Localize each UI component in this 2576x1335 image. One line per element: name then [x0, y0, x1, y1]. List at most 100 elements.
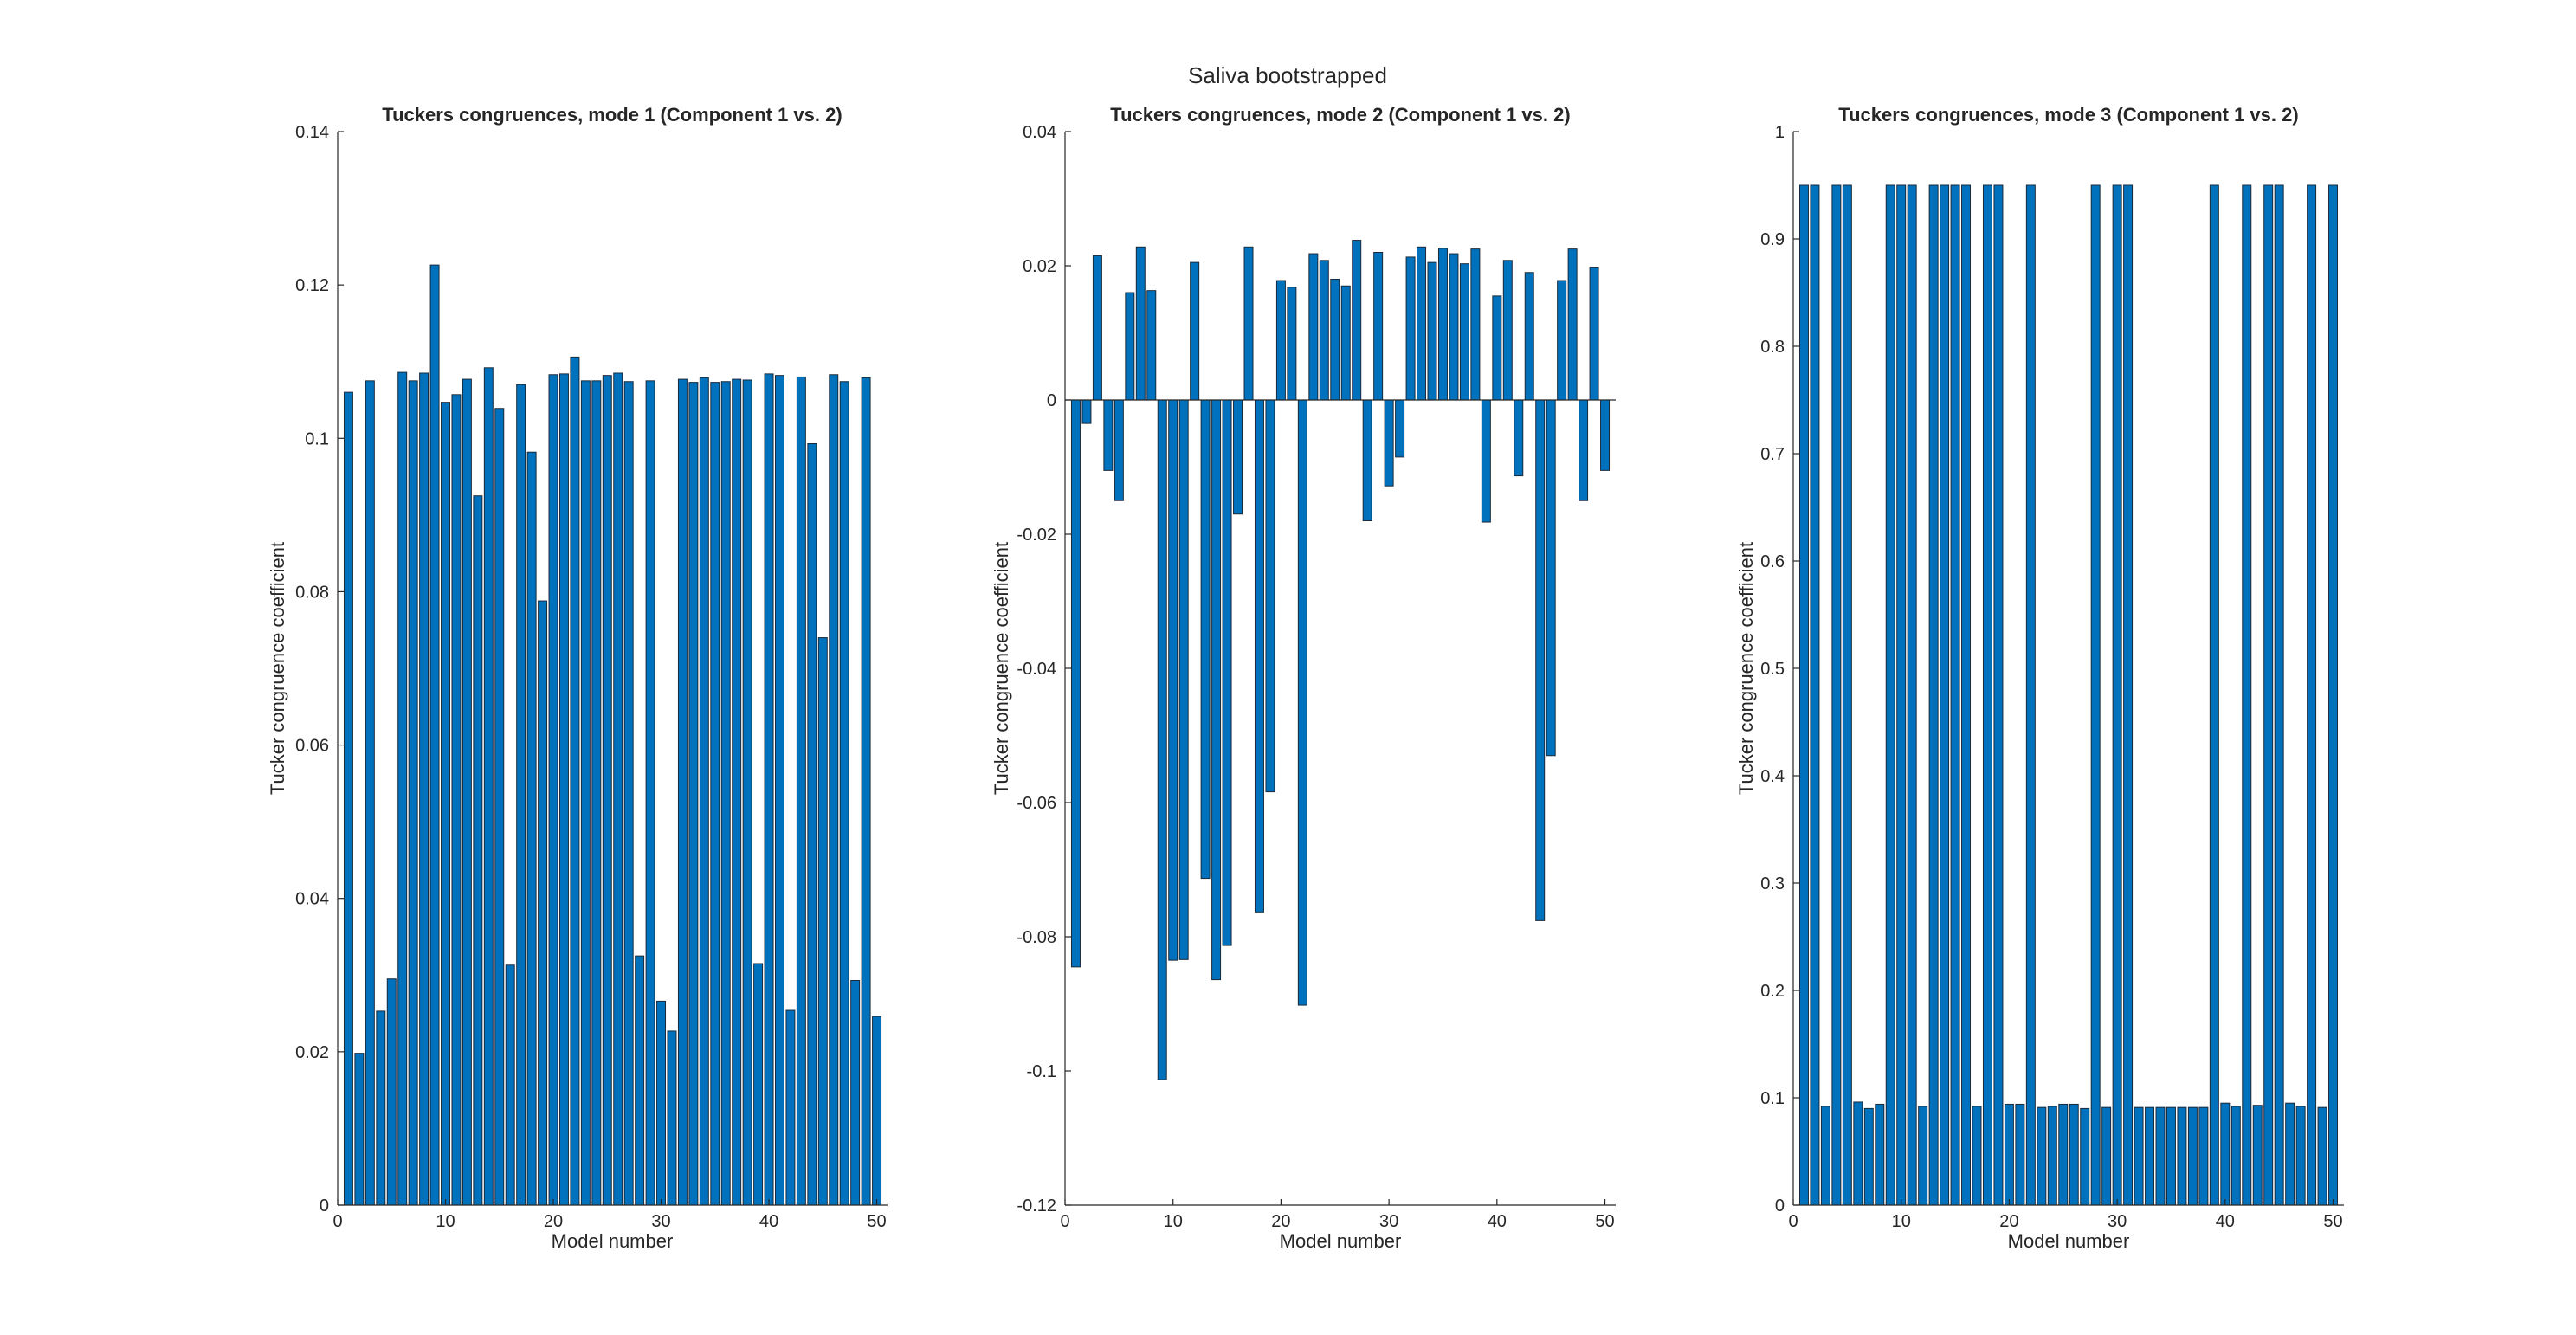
- bar: [1853, 1101, 1863, 1206]
- bar: [1820, 1106, 1830, 1206]
- x-tick-label: 30: [2108, 1212, 2127, 1231]
- bar: [1481, 399, 1491, 523]
- y-tick-label: 0: [320, 1196, 329, 1216]
- x-tick-label: 10: [1164, 1212, 1183, 1231]
- y-axis-label: Tucker congruence coefficient: [1735, 542, 1757, 795]
- bar: [829, 374, 839, 1206]
- bar: [1940, 184, 1950, 1206]
- x-tick-label: 20: [544, 1212, 563, 1231]
- bar: [1146, 290, 1157, 401]
- figure-title: Saliva bootstrapped: [1188, 62, 1387, 88]
- bar: [720, 381, 731, 1206]
- bar: [2285, 1102, 2295, 1206]
- bar: [429, 264, 440, 1206]
- bar: [343, 391, 353, 1206]
- bar: [2231, 1106, 2241, 1206]
- y-tick-label: 0.06: [295, 737, 329, 756]
- bar: [1449, 253, 1459, 401]
- bar: [1993, 184, 2004, 1206]
- bar: [2155, 1106, 2166, 1206]
- bar: [1524, 272, 1534, 401]
- bar: [1254, 399, 1264, 913]
- bar: [580, 380, 591, 1206]
- bar: [570, 356, 580, 1206]
- bar: [1600, 399, 1611, 471]
- bar: [1384, 399, 1394, 487]
- bar: [645, 380, 655, 1206]
- subplot-title: Tuckers congruences, mode 2 (Component 1…: [1110, 104, 1570, 126]
- x-axis-label: Model number: [2008, 1230, 2130, 1252]
- bar: [538, 600, 548, 1206]
- bar: [2166, 1106, 2176, 1206]
- y-tick-label: 0: [1047, 391, 1056, 410]
- y-tick-label: 0.02: [295, 1043, 329, 1062]
- bar: [516, 384, 526, 1206]
- bar: [451, 394, 462, 1206]
- bar: [2187, 1106, 2198, 1206]
- subplot-mode-3: Tuckers congruences, mode 3 (Component 1…: [1735, 104, 2344, 1252]
- y-tick-label: 0.3: [1760, 874, 1785, 893]
- x-tick-label: 0: [1060, 1212, 1069, 1231]
- bar: [1362, 399, 1372, 521]
- bar: [1405, 256, 1416, 401]
- bar: [1233, 399, 1243, 515]
- bar: [2037, 1106, 2047, 1206]
- bar: [1831, 184, 1842, 1206]
- bar: [1178, 399, 1189, 960]
- bar: [2220, 1102, 2231, 1206]
- bar: [1168, 399, 1178, 961]
- bar: [699, 377, 709, 1206]
- bar: [526, 451, 537, 1206]
- bar: [1514, 399, 1524, 477]
- bar: [354, 1053, 365, 1206]
- y-axis-label: Tucker congruence coefficient: [267, 542, 288, 795]
- x-axis-label: Model number: [552, 1230, 674, 1252]
- bar: [1125, 292, 1135, 401]
- bar: [764, 373, 774, 1206]
- bar: [1589, 267, 1599, 401]
- bar: [1535, 399, 1546, 921]
- bar: [710, 382, 720, 1206]
- bar: [623, 381, 634, 1206]
- bar: [386, 978, 397, 1206]
- bar: [1417, 246, 1427, 401]
- subplot-mode-1: Tuckers congruences, mode 1 (Component 1…: [267, 104, 888, 1252]
- x-tick-label: 20: [1999, 1212, 2018, 1231]
- bar: [1459, 263, 1469, 401]
- bar: [462, 378, 472, 1206]
- bar: [872, 1016, 882, 1206]
- bar: [1070, 399, 1081, 968]
- y-tick-label: 0.6: [1760, 552, 1785, 571]
- bar: [635, 955, 645, 1206]
- bar: [1287, 287, 1297, 401]
- x-tick-label: 30: [1379, 1212, 1398, 1231]
- bar: [1330, 279, 1340, 401]
- bar: [1470, 248, 1481, 401]
- y-tick-label: -0.02: [1017, 526, 1056, 545]
- bar: [807, 442, 817, 1206]
- bar: [1875, 1103, 1885, 1206]
- x-tick-label: 50: [1595, 1212, 1614, 1231]
- bar: [602, 375, 612, 1206]
- bar: [2177, 1106, 2187, 1206]
- bar: [1340, 285, 1351, 401]
- bar: [785, 1009, 796, 1206]
- bar: [2274, 184, 2284, 1206]
- bar: [2307, 184, 2317, 1206]
- y-tick-label: 0.5: [1760, 660, 1785, 679]
- bar: [2112, 184, 2122, 1206]
- bar: [2080, 1107, 2090, 1206]
- x-axis-label: Model number: [1280, 1230, 1402, 1252]
- y-tick-label: 0.14: [295, 123, 329, 142]
- x-tick-label: 40: [2216, 1212, 2235, 1231]
- bar: [2317, 1106, 2327, 1206]
- bar: [548, 374, 558, 1206]
- subplot-title: Tuckers congruences, mode 1 (Component 1…: [382, 104, 842, 126]
- bar: [613, 372, 623, 1206]
- bar: [2069, 1103, 2079, 1206]
- y-tick-label: 0.12: [295, 276, 329, 295]
- bar: [2295, 1106, 2306, 1206]
- bar: [1308, 253, 1319, 401]
- bar: [2134, 1106, 2144, 1206]
- bar: [656, 1000, 667, 1206]
